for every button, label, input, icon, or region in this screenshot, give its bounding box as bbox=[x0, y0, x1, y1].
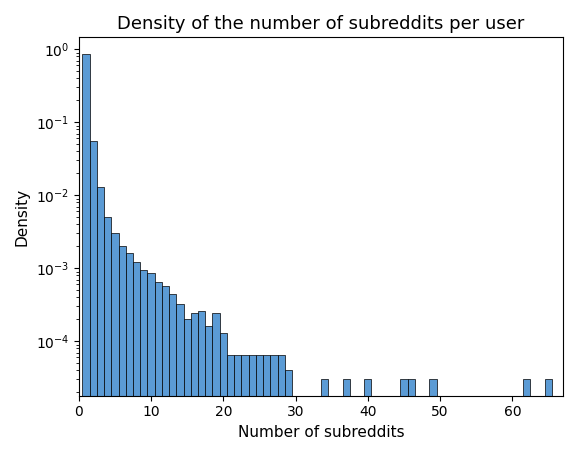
Bar bbox=[234, 355, 242, 455]
Bar bbox=[545, 379, 552, 455]
Bar bbox=[523, 379, 531, 455]
Bar bbox=[147, 273, 155, 455]
Bar bbox=[176, 304, 184, 455]
X-axis label: Number of subreddits: Number of subreddits bbox=[238, 425, 404, 440]
Bar bbox=[285, 370, 292, 455]
Bar bbox=[364, 379, 372, 455]
Title: Density of the number of subreddits per user: Density of the number of subreddits per … bbox=[117, 15, 525, 33]
Bar bbox=[242, 355, 249, 455]
Bar bbox=[140, 270, 147, 455]
Bar bbox=[205, 326, 213, 455]
Bar bbox=[126, 253, 133, 455]
Bar bbox=[198, 311, 205, 455]
Bar bbox=[277, 355, 285, 455]
Bar bbox=[220, 333, 227, 455]
Bar bbox=[184, 319, 191, 455]
Bar bbox=[321, 379, 328, 455]
Bar bbox=[191, 313, 198, 455]
Bar bbox=[162, 286, 169, 455]
Bar bbox=[112, 233, 118, 455]
Bar bbox=[256, 355, 263, 455]
Bar bbox=[155, 282, 162, 455]
Bar bbox=[271, 355, 277, 455]
Bar bbox=[83, 54, 90, 455]
Bar bbox=[343, 379, 350, 455]
Bar bbox=[97, 187, 104, 455]
Bar bbox=[401, 379, 407, 455]
Y-axis label: Density: Density bbox=[15, 187, 30, 246]
Bar bbox=[133, 263, 140, 455]
Bar bbox=[263, 355, 271, 455]
Bar bbox=[249, 355, 256, 455]
Bar bbox=[90, 141, 97, 455]
Bar bbox=[429, 379, 436, 455]
Bar bbox=[227, 355, 234, 455]
Bar bbox=[118, 246, 126, 455]
Bar bbox=[213, 313, 220, 455]
Bar bbox=[169, 293, 176, 455]
Bar bbox=[407, 379, 415, 455]
Bar bbox=[104, 217, 112, 455]
